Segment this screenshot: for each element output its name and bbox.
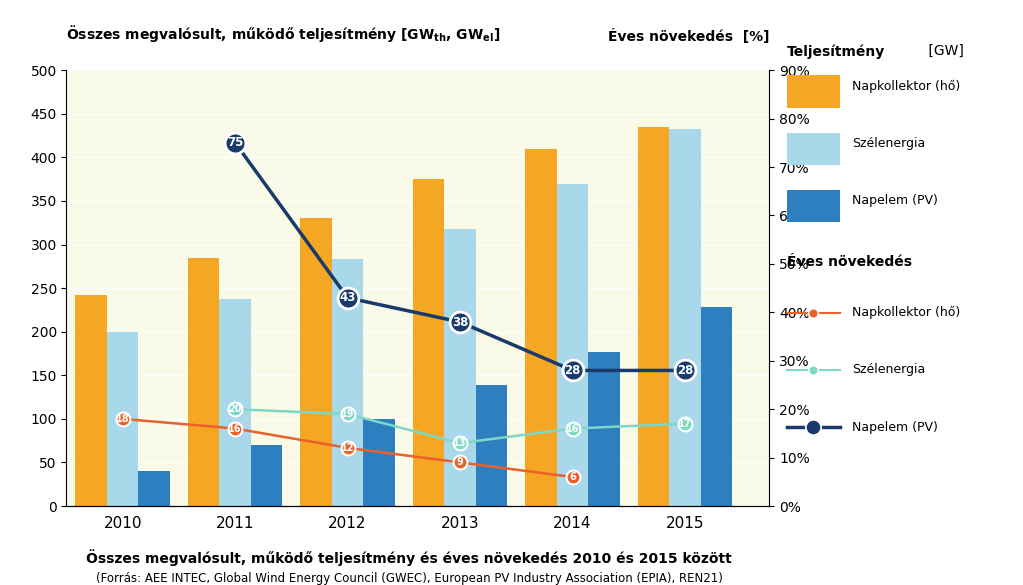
Text: Teljesítmény: Teljesítmény xyxy=(787,44,885,59)
Text: Napkollektor (hő): Napkollektor (hő) xyxy=(851,80,960,93)
Text: [GW]: [GW] xyxy=(924,44,964,58)
Text: 19: 19 xyxy=(341,409,354,419)
Text: Éves növekedés: Éves növekedés xyxy=(787,256,911,270)
Bar xyxy=(251,445,282,506)
Bar xyxy=(525,149,557,506)
Bar xyxy=(219,298,251,506)
Text: 16: 16 xyxy=(228,424,241,433)
Text: 75: 75 xyxy=(227,136,243,149)
Bar xyxy=(138,471,170,506)
Bar xyxy=(76,295,107,506)
Text: 12: 12 xyxy=(341,443,354,453)
Bar xyxy=(557,184,588,506)
Bar xyxy=(188,257,219,506)
Text: Napkollektor (hő): Napkollektor (hő) xyxy=(851,306,960,319)
Text: 16: 16 xyxy=(566,424,579,433)
Text: Éves növekedés  [%]: Éves növekedés [%] xyxy=(608,29,769,44)
Text: Napelem (PV): Napelem (PV) xyxy=(851,194,937,207)
Text: 6: 6 xyxy=(569,472,576,482)
Text: 38: 38 xyxy=(452,315,469,329)
FancyBboxPatch shape xyxy=(787,75,840,108)
Text: Szélenergia: Szélenergia xyxy=(851,137,925,150)
Bar xyxy=(444,229,476,506)
FancyBboxPatch shape xyxy=(787,133,840,165)
Bar xyxy=(301,218,331,506)
Text: Összes megvalósult, működő teljesítmény és éves növekedés 2010 és 2015 között: Összes megvalósult, működő teljesítmény … xyxy=(86,549,732,566)
Bar xyxy=(413,179,444,506)
Bar xyxy=(588,352,620,506)
Bar xyxy=(669,129,701,506)
Text: 28: 28 xyxy=(677,364,694,377)
Text: (Forrás: AEE INTEC, Global Wind Energy Council (GWEC), European PV Industry Asso: (Forrás: AEE INTEC, Global Wind Energy C… xyxy=(96,572,722,585)
Text: 13: 13 xyxy=(453,438,466,448)
Bar xyxy=(107,332,138,506)
FancyBboxPatch shape xyxy=(787,190,840,222)
Bar xyxy=(701,307,732,506)
Text: 28: 28 xyxy=(565,364,581,377)
Text: Napelem (PV): Napelem (PV) xyxy=(851,421,937,433)
Text: Szélenergia: Szélenergia xyxy=(851,363,925,376)
Text: Összes megvalósult, működő teljesítmény [GW$_{\mathregular{th}}$, GW$_{\mathregu: Összes megvalósult, működő teljesítmény … xyxy=(66,23,500,44)
Text: 20: 20 xyxy=(228,404,241,414)
Bar xyxy=(363,419,395,506)
Bar xyxy=(637,127,669,506)
Bar xyxy=(331,259,363,506)
Text: 43: 43 xyxy=(340,291,356,304)
Text: 18: 18 xyxy=(116,414,130,424)
Text: 9: 9 xyxy=(456,457,463,467)
Text: 17: 17 xyxy=(678,419,692,429)
Bar xyxy=(476,385,507,506)
